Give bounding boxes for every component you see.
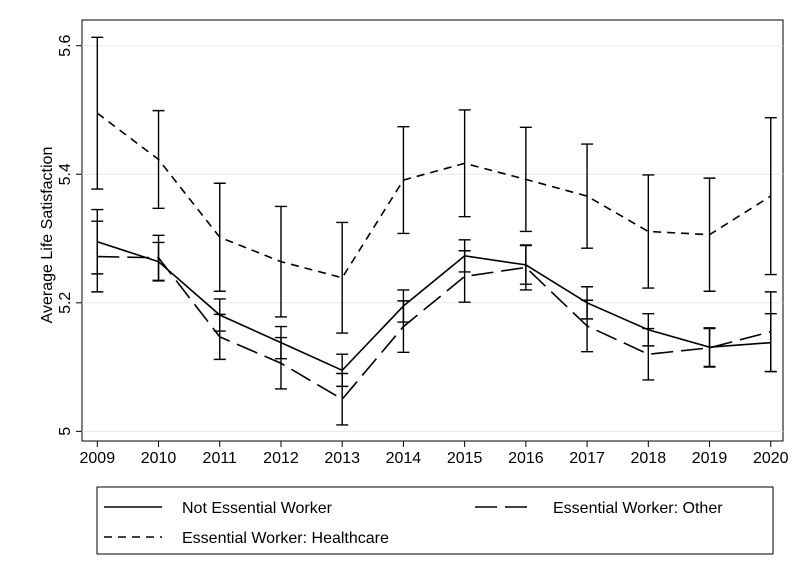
plot-frame [81, 19, 784, 442]
error-bar [274, 336, 287, 390]
error-bar [458, 109, 471, 218]
x-tick-label: 2012 [263, 450, 299, 467]
x-tick-label: 2016 [508, 450, 544, 467]
error-bar [213, 313, 226, 361]
legend-label: Essential Worker: Healthcare [182, 530, 389, 547]
x-tick-label: 2020 [753, 450, 789, 467]
error-bar [764, 291, 777, 373]
x-tick-label: 2009 [80, 450, 116, 467]
error-bar [152, 234, 165, 282]
error-bar [397, 125, 410, 235]
error-bar [581, 143, 594, 249]
legend-label: Essential Worker: Other [553, 500, 723, 517]
legend-label: Not Essential Worker [182, 500, 333, 517]
error-bar [703, 177, 716, 292]
x-tick-label: 2011 [203, 450, 238, 467]
error-bar [152, 109, 165, 210]
error-bar [213, 182, 226, 292]
error-bar [642, 174, 655, 289]
x-tick-label: 2014 [386, 450, 422, 467]
x-tick-label: 2013 [324, 450, 360, 467]
y-tick-label: 5.6 [57, 34, 74, 56]
error-bar [336, 221, 349, 334]
error-bar [519, 126, 532, 233]
error-bar [336, 372, 349, 426]
error-bar [519, 244, 532, 291]
y-tick-label: 5.4 [57, 163, 74, 185]
error-bar [91, 36, 104, 190]
series-line [97, 255, 771, 401]
legend-box [96, 486, 774, 555]
error-bar [91, 220, 104, 293]
series-line [96, 112, 772, 279]
y-tick-label: 5.2 [57, 292, 74, 314]
error-bar [764, 116, 777, 276]
x-tick-label: 2017 [569, 450, 605, 467]
error-bar [458, 250, 471, 303]
x-tick-label: 2010 [141, 450, 177, 467]
x-tick-label: 2019 [692, 450, 728, 467]
y-tick-label: 5 [57, 427, 74, 436]
error-bar [581, 299, 594, 353]
error-bar [397, 300, 410, 354]
error-bar [703, 327, 716, 368]
x-tick-label: 2015 [447, 450, 483, 467]
error-bar [274, 205, 287, 318]
error-bar [642, 327, 655, 381]
x-tick-label: 2018 [631, 450, 667, 467]
series-line [97, 240, 771, 372]
y-axis-label: Average Life Satisfaction [39, 147, 56, 324]
